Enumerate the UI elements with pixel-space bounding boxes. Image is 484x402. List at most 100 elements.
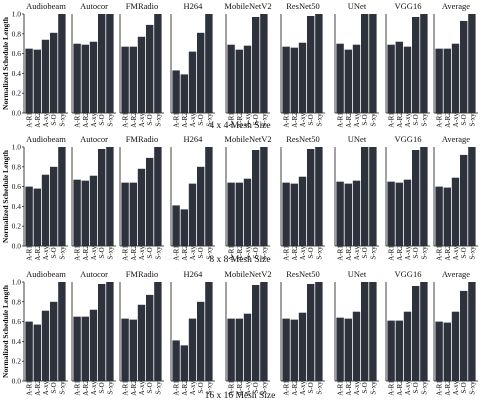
y-tick-label: 0.2 [12,89,22,98]
category-tick-label: A-R1 [283,245,291,261]
bar-s-o [361,282,369,381]
bar-a-r2 [443,322,451,381]
category-tick-label: S-xy [315,113,323,127]
bar-a-xy [352,311,361,381]
bar-s-xy [260,14,268,113]
y-tick-label: 0.4 [12,69,22,78]
bar-s-o [460,154,468,246]
bar-s-xy [58,14,66,113]
bar-a-r1 [282,182,290,246]
category-tick-label: S-O [146,114,154,125]
bar-a-r1 [121,46,129,113]
y-tick-label: 0.2 [12,357,22,366]
category-tick-label: A-R2 [236,245,244,261]
bar-a-r1 [172,70,180,113]
bar-s-xy [420,14,428,113]
bar-a-xy [403,179,412,246]
category-tick-label: S-xy [468,246,476,260]
bar-a-r1 [121,182,129,246]
bar-a-xy [298,42,307,113]
panel-title: Audiobeam [26,269,66,279]
category-tick-label: A-R2 [82,245,90,261]
bar-a-r2 [33,49,41,113]
bar-a-r2 [344,183,352,246]
bar-s-xy [468,147,476,246]
category-tick-label: A-R2 [82,112,90,128]
bar-s-xy [106,147,114,246]
category-tick-label: S-O [460,382,468,393]
category-tick-label: A-R2 [181,112,189,128]
y-tick-label: 0.4 [12,337,22,346]
category-tick-label: S-xy [205,246,213,260]
bar-s-o [146,157,154,246]
category-tick-label: S-xy [315,246,323,260]
bar-a-r2 [33,324,41,381]
bar-a-xy [451,177,460,246]
bar-a-r2 [443,48,451,113]
category-tick-label: S-O [412,382,420,393]
panel-title: Average [442,134,470,144]
category-tick-label: A-R2 [181,380,189,396]
category-tick-label: A-xy [452,245,460,260]
bar-a-xy [243,45,252,113]
bar-s-o [252,284,260,381]
category-tick-label: S-xy [468,381,476,395]
category-tick-label: S-O [197,247,205,258]
category-tick-label: S-O [50,247,58,258]
bar-a-xy [89,175,98,246]
panel-title: MobileNetV2 [224,134,271,144]
panel-title: H264 [184,269,204,279]
category-tick-label: A-xy [404,380,412,395]
category-tick-label: A-xy [189,245,197,260]
bar-s-o [98,148,106,246]
category-tick-label: A-R1 [436,380,444,396]
category-tick-label: A-R2 [34,380,42,396]
category-tick-label: S-O [460,247,468,258]
category-tick-label: A-R1 [122,112,130,128]
category-tick-label: S-xy [154,113,162,127]
panel-title: MobileNetV2 [224,1,271,11]
bar-a-xy [137,36,146,113]
bar-a-xy [352,180,361,246]
y-tick-label: 0.4 [12,202,22,211]
category-tick-label: A-R1 [26,380,34,396]
category-tick-label: A-R1 [74,112,82,128]
bar-a-r1 [121,318,129,381]
bar-s-xy [468,14,476,113]
y-axis-label: Normalized Schedule Length [1,284,10,378]
bar-a-r1 [435,321,443,381]
bar-s-o [252,16,260,113]
bar-s-xy [369,282,377,381]
category-tick-label: S-O [361,247,369,258]
bar-a-xy [188,183,197,246]
category-tick-label: A-R2 [236,112,244,128]
category-tick-label: A-R2 [396,112,404,128]
bar-a-xy [41,39,50,113]
bar-a-r1 [387,320,395,381]
bar-s-xy [315,282,323,381]
mesh-size-caption: 16 x 16 Mesh Size [205,391,276,401]
category-tick-label: S-O [252,114,260,125]
bar-a-r2 [81,316,89,381]
y-tick-label: 0.0 [12,109,22,118]
category-tick-label: A-R1 [283,112,291,128]
category-tick-label: A-xy [452,112,460,127]
bar-s-xy [205,282,213,381]
panel-title: Audiobeam [26,1,66,11]
category-tick-label: A-xy [189,112,197,127]
bar-a-r2 [290,183,298,246]
bar-s-o [412,16,420,113]
panel-title: ResNet50 [286,1,320,11]
category-tick-label: A-xy [404,245,412,260]
bar-a-xy [403,46,412,113]
mesh-size-caption: 4 x 4 Mesh Size [209,121,270,131]
bar-a-xy [403,311,412,381]
category-tick-label: S-xy [260,113,268,127]
category-tick-label: A-R1 [74,380,82,396]
category-tick-label: A-R1 [122,245,130,261]
bar-a-xy [352,44,361,113]
bar-s-xy [315,147,323,246]
bar-a-r2 [33,188,41,246]
category-tick-label: S-xy [154,246,162,260]
